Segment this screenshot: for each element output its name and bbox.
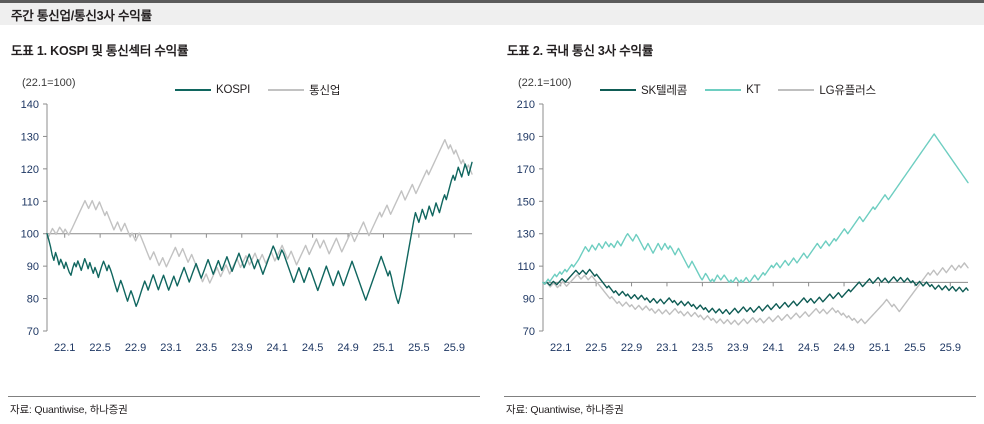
series-line [46,138,473,284]
legend-label-kospi: KOSPI [216,84,251,96]
page-header-bar: 주간 통신업/통신3사 수익률 [0,0,984,25]
y-axis-tick-label: 140 [21,99,39,111]
legend-item-skt: SK텔레콤 [600,82,687,98]
y-axis-tick-label: 100 [21,229,39,241]
x-axis-tick-label: 24.5 [798,342,819,354]
legend-item-kospi: KOSPI [175,84,250,96]
y-axis-tick-label: 170 [517,164,535,176]
y-axis-tick-label: 90 [523,294,535,306]
chart-2-title: 도표 2. 국내 통신 3사 수익률 [507,44,654,58]
chart-2-footer-rule [504,396,976,397]
x-axis-tick-label: 24.1 [762,342,783,354]
legend-swatch-lgu [778,88,815,92]
x-axis-tick-label: 23.5 [196,342,217,354]
x-axis-tick-label: 23.9 [727,342,748,354]
x-axis-tick-label: 23.1 [160,342,181,354]
series-line [542,262,969,326]
chart-2-unit-label: (22.1=100) [518,77,572,89]
x-axis-tick-label: 25.1 [869,342,890,354]
chart-1-source: 자료: Quantiwise, 하나증권 [10,404,128,416]
x-axis-tick-label: 24.5 [302,342,323,354]
legend-label-skt: SK텔레콤 [641,85,688,97]
x-axis-tick-label: 25.1 [373,342,394,354]
x-axis-tick-label: 25.9 [444,342,465,354]
x-axis-tick-label: 23.1 [656,342,677,354]
x-axis-tick-label: 24.1 [266,342,287,354]
legend-item-telecom-sector: 통신업 [268,82,340,98]
legend-swatch-telecom-sector [268,88,305,92]
legend-label-kt: KT [746,84,761,96]
x-axis-tick-label: 22.5 [585,342,606,354]
x-axis-tick-label: 22.9 [125,342,146,354]
x-axis-tick-label: 23.9 [231,342,252,354]
y-axis-tick-label: 190 [517,131,535,143]
x-axis-tick-label: 23.5 [692,342,713,354]
legend-label-telecom-sector: 통신업 [309,85,341,97]
legend-item-lgu: LG유플러스 [778,82,876,98]
chart-2-legend: SK텔레콤 KT LG유플러스 [600,82,876,98]
x-axis-tick-label: 22.1 [54,342,75,354]
y-axis-tick-label: 90 [27,261,39,273]
y-axis-tick-label: 210 [517,99,535,111]
chart-1-plot: 70 80 90 100 110 120 130 140 22.1 22.5 22.9 23.1 23.… [21,99,473,354]
y-axis-tick-label: 80 [27,294,39,306]
legend-label-lgu: LG유플러스 [819,85,876,97]
chart-1-title: 도표 1. KOSPI 및 통신섹터 수익률 [11,44,189,58]
y-axis-tick-label: 110 [517,261,535,273]
series-line [542,133,969,285]
chart-1-legend: KOSPI 통신업 [175,82,340,98]
chart-2-source: 자료: Quantiwise, 하나증권 [506,404,624,416]
legend-item-kt: KT [705,84,761,96]
y-axis-tick-label: 110 [21,196,39,208]
x-axis-tick-label: 22.9 [621,342,642,354]
x-axis-tick-label: 22.1 [550,342,571,354]
x-axis-tick-label: 25.9 [940,342,961,354]
chart-1-footer-rule [8,396,480,397]
y-axis-tick-label: 150 [517,196,535,208]
legend-swatch-skt [600,88,636,92]
chart-1-unit-label: (22.1=100) [22,77,76,89]
legend-swatch-kospi [175,88,211,92]
y-axis-tick-label: 70 [27,326,39,338]
y-axis-tick-label: 70 [523,326,535,338]
series-line [46,161,473,308]
chart-2-plot: 70 90 110 130 150 170 190 210 22.1 22.5 22.9 23.1 23… [517,99,969,354]
y-axis-tick-label: 130 [21,131,39,143]
x-axis-tick-label: 24.9 [337,342,358,354]
series-line [542,268,969,315]
x-axis-tick-label: 24.9 [833,342,854,354]
x-axis-tick-label: 22.5 [89,342,110,354]
y-axis-tick-label: 130 [517,229,535,241]
x-axis-tick-label: 25.5 [408,342,429,354]
page-title: 주간 통신업/통신3사 수익률 [11,8,152,23]
chart-panel-2: 도표 2. 국내 통신 3사 수익률 (22.1=100) SK텔레콤 KT L… [496,30,984,424]
legend-swatch-kt [705,88,742,92]
chart-panel-1: 도표 1. KOSPI 및 통신섹터 수익률 (22.1=100) KOSPI … [0,30,488,424]
y-axis-tick-label: 120 [21,164,39,176]
x-axis-tick-label: 25.5 [904,342,925,354]
